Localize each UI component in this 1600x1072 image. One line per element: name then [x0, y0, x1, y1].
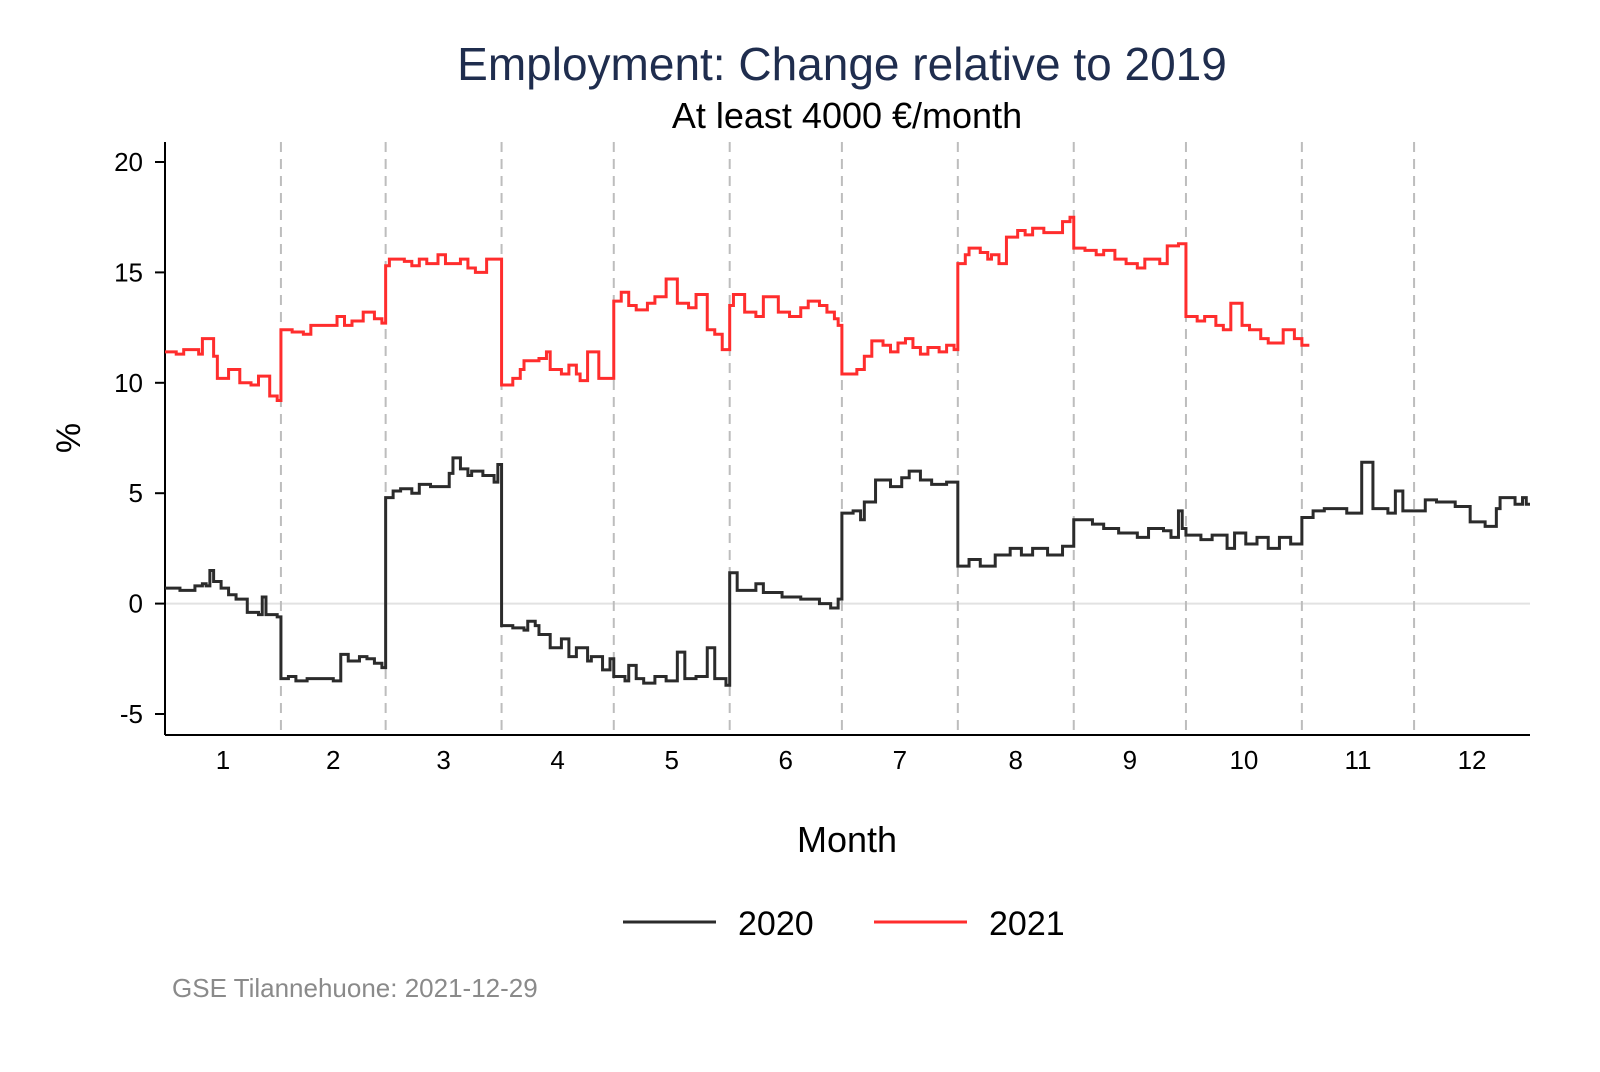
y-axis-label: % — [50, 423, 88, 453]
x-tick-label: 4 — [550, 745, 564, 775]
legend-label-2021: 2021 — [989, 905, 1065, 943]
series-line-2020 — [165, 456, 1530, 687]
x-tick-label: 6 — [779, 745, 793, 775]
y-tick-label: 0 — [129, 589, 143, 619]
x-tick-label: 5 — [664, 745, 678, 775]
y-tick-label: 20 — [114, 147, 143, 177]
x-axis-label: Month — [797, 819, 897, 860]
x-tick-label: 11 — [1344, 745, 1371, 775]
legend: 2020 2021 — [623, 905, 1065, 943]
x-tick-label: 3 — [436, 745, 450, 775]
grid-lines — [165, 142, 1530, 735]
x-tick-label: 7 — [893, 745, 907, 775]
legend-label-2020: 2020 — [738, 905, 814, 943]
x-tick-label: 2 — [326, 745, 340, 775]
y-tick-label: 10 — [114, 368, 143, 398]
x-tick-label: 10 — [1229, 745, 1258, 775]
chart-subtitle: At least 4000 €/month — [672, 95, 1022, 136]
y-tick-label: 5 — [129, 478, 143, 508]
series-line-2021 — [165, 215, 1310, 402]
series-group — [165, 215, 1530, 687]
source-note: GSE Tilannehuone: 2021-12-29 — [172, 973, 538, 1003]
y-tick-label: -5 — [120, 699, 143, 729]
chart-title: Employment: Change relative to 2019 — [457, 38, 1227, 90]
x-tick-label: 8 — [1009, 745, 1023, 775]
x-tick-label: 1 — [216, 745, 230, 775]
x-tick-label: 12 — [1458, 745, 1487, 775]
y-tick-label: 15 — [114, 257, 143, 287]
x-tick-label: 9 — [1123, 745, 1137, 775]
